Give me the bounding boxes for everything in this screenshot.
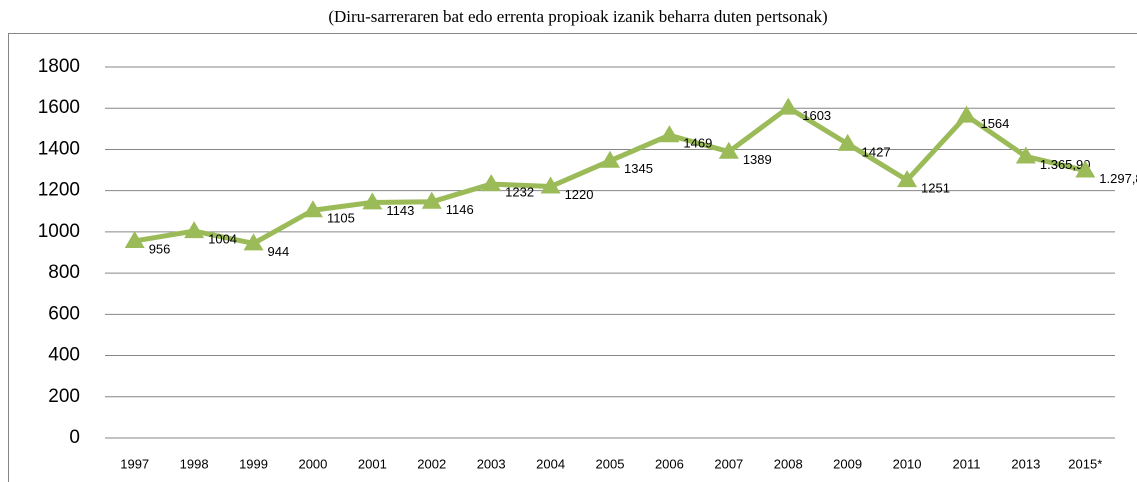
data-label: 1004 bbox=[208, 232, 237, 247]
x-tick-label: 2008 bbox=[774, 456, 803, 471]
data-label: 944 bbox=[268, 244, 290, 259]
y-tick-label: 200 bbox=[48, 386, 80, 407]
marker bbox=[1075, 160, 1096, 178]
data-label: 1143 bbox=[386, 203, 414, 218]
marker bbox=[718, 141, 739, 159]
data-label: 956 bbox=[149, 241, 171, 256]
x-tick-label: 2003 bbox=[477, 456, 506, 471]
marker bbox=[778, 97, 799, 115]
marker bbox=[956, 105, 977, 123]
y-tick-label: 1400 bbox=[38, 138, 80, 159]
data-label: 1146 bbox=[446, 202, 474, 217]
x-tick-label: 2009 bbox=[833, 456, 862, 471]
x-tick-label: 1999 bbox=[239, 456, 268, 471]
marker bbox=[897, 170, 918, 188]
data-label: 1251 bbox=[921, 181, 950, 196]
x-tick-label: 1997 bbox=[120, 456, 149, 471]
marker bbox=[540, 176, 561, 194]
y-tick-label: 0 bbox=[69, 427, 80, 448]
data-label: 1603 bbox=[802, 108, 831, 123]
x-tick-label: 2004 bbox=[536, 456, 565, 471]
marker bbox=[481, 174, 502, 192]
y-tick-label: 1800 bbox=[38, 56, 80, 77]
y-tick-label: 1600 bbox=[38, 97, 80, 118]
data-label: 1.365,90 bbox=[1040, 157, 1091, 172]
x-tick-label: 2007 bbox=[714, 456, 743, 471]
data-label: 1345 bbox=[624, 161, 653, 176]
marker bbox=[362, 192, 383, 210]
x-tick-label: 2005 bbox=[596, 456, 625, 471]
x-tick-label: 1998 bbox=[180, 456, 209, 471]
data-label: 1389 bbox=[743, 152, 772, 167]
x-tick-label: 2006 bbox=[655, 456, 684, 471]
data-label: 1564 bbox=[980, 116, 1009, 131]
y-tick-label: 1000 bbox=[38, 221, 80, 242]
marker bbox=[124, 230, 145, 248]
marker bbox=[1015, 146, 1036, 164]
data-label: 1232 bbox=[505, 185, 534, 200]
data-label: 1.297,80 bbox=[1099, 171, 1137, 186]
y-tick-label: 800 bbox=[48, 262, 80, 283]
data-label: 1469 bbox=[683, 136, 712, 151]
data-label: 1105 bbox=[327, 211, 355, 226]
marker bbox=[302, 200, 323, 218]
x-tick-label: 2010 bbox=[893, 456, 922, 471]
marker bbox=[421, 191, 442, 209]
chart-title: (Diru-sarreraren bat edo errenta propioa… bbox=[328, 7, 827, 26]
data-label: 1427 bbox=[862, 144, 891, 159]
marker bbox=[600, 150, 620, 168]
marker bbox=[243, 233, 264, 251]
y-tick-label: 600 bbox=[48, 303, 80, 324]
marker bbox=[184, 221, 205, 239]
x-tick-label: 2000 bbox=[298, 456, 327, 471]
marker bbox=[659, 125, 680, 143]
x-tick-label: 2002 bbox=[417, 456, 446, 471]
marker bbox=[837, 133, 858, 151]
x-tick-label: 2015* bbox=[1068, 456, 1102, 471]
y-tick-label: 400 bbox=[48, 345, 80, 366]
y-tick-label: 1200 bbox=[38, 180, 80, 201]
data-label: 1220 bbox=[565, 187, 594, 202]
x-tick-label: 2013 bbox=[1011, 456, 1040, 471]
x-tick-label: 2001 bbox=[358, 456, 387, 471]
line-series bbox=[134, 105, 1086, 246]
x-tick-label: 2011 bbox=[952, 456, 980, 471]
